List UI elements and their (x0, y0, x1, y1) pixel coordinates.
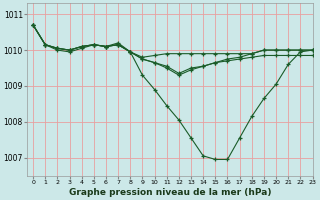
X-axis label: Graphe pression niveau de la mer (hPa): Graphe pression niveau de la mer (hPa) (68, 188, 271, 197)
